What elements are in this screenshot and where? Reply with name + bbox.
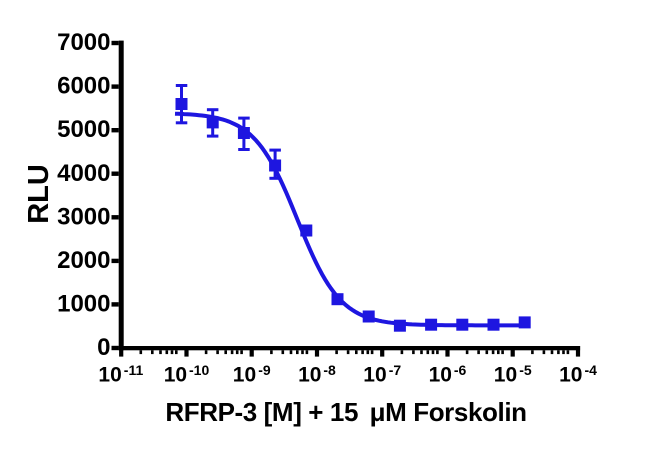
svg-text:-8: -8 (323, 362, 336, 378)
svg-text:-7: -7 (389, 362, 402, 378)
svg-text:10: 10 (559, 364, 582, 387)
svg-text:10: 10 (98, 364, 121, 387)
svg-text:10: 10 (429, 364, 452, 387)
svg-text:RLU: RLU (23, 164, 55, 224)
svg-text:1000: 1000 (57, 291, 110, 318)
svg-text:2000: 2000 (57, 247, 110, 274)
svg-text:10: 10 (233, 364, 256, 387)
svg-text:RFRP-3 [M] + 15 μM Forskolin: RFRP-3 [M] + 15 μM Forskolin (165, 397, 526, 427)
svg-text:-9: -9 (258, 362, 271, 378)
svg-text:-11: -11 (124, 362, 144, 378)
svg-text:-4: -4 (585, 362, 598, 378)
svg-text:-6: -6 (454, 362, 467, 378)
svg-text:10: 10 (494, 364, 517, 387)
svg-text:-10: -10 (189, 362, 209, 378)
svg-text:5000: 5000 (57, 116, 110, 143)
svg-text:3000: 3000 (57, 203, 110, 230)
svg-text:10: 10 (298, 364, 321, 387)
svg-text:0: 0 (97, 334, 110, 361)
svg-text:10: 10 (363, 364, 386, 387)
svg-text:7000: 7000 (57, 29, 110, 56)
svg-text:10: 10 (164, 364, 187, 387)
svg-text:6000: 6000 (57, 73, 110, 100)
svg-text:-5: -5 (519, 362, 532, 378)
svg-text:4000: 4000 (57, 160, 110, 187)
